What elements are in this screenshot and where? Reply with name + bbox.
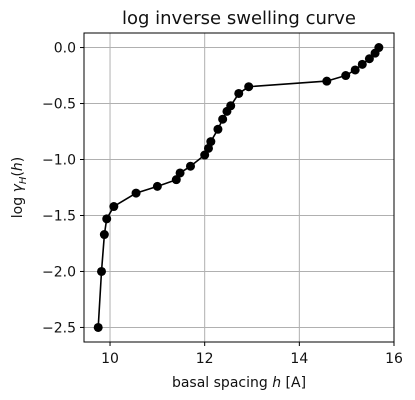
data-point (171, 175, 181, 185)
y-tick-label: −2.0 (42, 264, 76, 280)
x-tick-label: 12 (196, 351, 214, 367)
data-point (244, 82, 254, 92)
data-point (322, 76, 332, 86)
data-point (99, 230, 109, 240)
y-axis-label: log γH(h) (10, 157, 29, 218)
plot-frame (83, 32, 395, 343)
data-point (93, 322, 103, 332)
data-point (175, 168, 185, 178)
y-tick-label: −1.5 (42, 208, 76, 224)
data-point (341, 71, 351, 81)
data-point (206, 137, 216, 147)
y-tick-label: 0.0 (54, 41, 76, 57)
data-point (218, 114, 228, 124)
series-group (93, 43, 384, 332)
data-point (357, 59, 367, 69)
data-point (131, 188, 141, 198)
data-point (226, 101, 236, 111)
data-point (364, 54, 374, 64)
x-tick-label: 10 (101, 351, 119, 367)
x-tick-label: 14 (290, 351, 308, 367)
data-point (234, 88, 244, 98)
y-axis-ticks: 0.0 −0.5 −1.0 −1.5 −2.0 −2.5 (42, 41, 84, 336)
data-point (109, 202, 119, 212)
data-point (374, 43, 384, 53)
y-tick-label: −0.5 (42, 97, 76, 113)
data-point (213, 124, 223, 134)
data-point (350, 65, 360, 75)
y-tick-label: −1.0 (42, 153, 76, 169)
y-tick-label: −2.5 (42, 320, 76, 336)
data-point (185, 161, 195, 171)
x-tick-label: 16 (385, 351, 403, 367)
data-point (102, 214, 112, 224)
data-point (97, 266, 107, 276)
data-point (200, 150, 210, 160)
x-axis-label: basal spacing h [A] (172, 375, 306, 391)
x-axis-ticks: 10 12 14 16 (101, 342, 403, 367)
data-point (152, 181, 162, 191)
chart-title: log inverse swelling curve (122, 8, 356, 29)
